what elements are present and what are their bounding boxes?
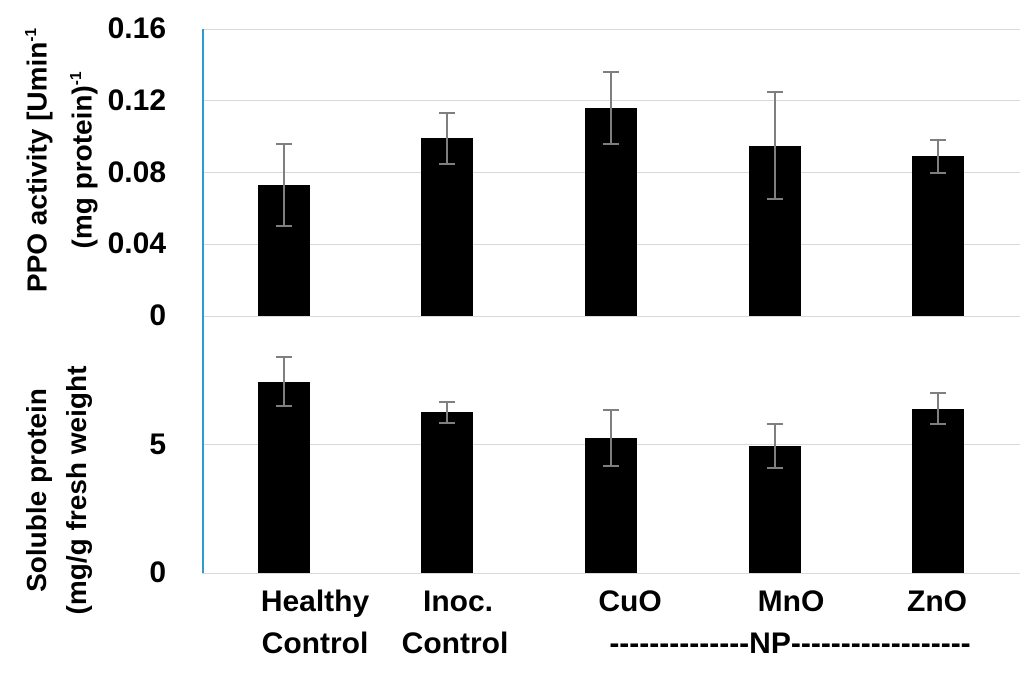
error-bar-cap (439, 162, 456, 165)
error-bar (610, 409, 612, 467)
np-group-label: --------------NP------------------ (609, 627, 971, 660)
error-bar (773, 91, 776, 200)
error-bar-cap (439, 421, 456, 424)
gridline (202, 28, 1020, 30)
x-label-healthy: Healthy (260, 585, 370, 618)
bar-healthy-control (257, 381, 310, 573)
error-bar-cap (603, 408, 619, 411)
y-tick-label: 5 (149, 427, 166, 461)
y-tick-label: 0.16 (107, 12, 166, 45)
error-bar-cap (766, 198, 783, 201)
soluble-protein-axis-title-line1: Soluble protein (21, 388, 52, 592)
error-bar-cap (930, 392, 947, 395)
x-label-inoc: Inoc. (422, 585, 494, 618)
y-tick-label: 0.08 (107, 155, 166, 189)
y-axis-line (202, 316, 204, 573)
error-bar-cap (275, 404, 292, 407)
bar-zno-np (912, 408, 965, 573)
bar-inoc-control (421, 412, 474, 573)
gridline (202, 572, 1020, 574)
error-bar (282, 357, 285, 406)
error-bar (937, 393, 940, 424)
error-bar (446, 402, 449, 423)
x-label-inoc-control: Control (401, 627, 509, 660)
error-bar-cap (275, 225, 292, 228)
error-bar-cap (275, 142, 292, 145)
error-bar (282, 143, 285, 227)
y-tick-label: 0 (149, 556, 166, 589)
error-bar-cap (439, 401, 456, 404)
y-tick-label: 0.12 (107, 83, 166, 117)
soluble-protein-axis-title: Soluble protein (mg/g fresh weight (17, 310, 97, 670)
error-bar-cap (930, 422, 947, 425)
error-bar (937, 140, 940, 173)
error-bar-cap (766, 422, 783, 425)
error-bar (446, 113, 449, 164)
error-bar-cap (930, 139, 947, 142)
ppo-activity-chart: 0 0.04 0.08 0.12 0.16 (108, 13, 1020, 332)
error-bar (773, 423, 776, 468)
bar-zno-np (912, 156, 965, 316)
gridline (202, 315, 1020, 317)
bar-inoc-control (421, 138, 474, 316)
soluble-protein-axis-title-line2: (mg/g fresh weight (61, 365, 92, 615)
error-bar-cap (275, 356, 292, 359)
error-bar-cap (439, 112, 456, 115)
x-label-cuo: CuO (598, 585, 662, 618)
x-label-healthy-control: Control (261, 627, 369, 660)
error-bar-cap (603, 465, 619, 468)
error-bar-cap (603, 71, 619, 74)
error-bar-cap (766, 90, 783, 93)
error-bar-cap (603, 142, 619, 145)
x-label-mno: MnO (757, 585, 825, 618)
x-label-zno: ZnO (907, 585, 967, 618)
error-bar-cap (766, 466, 783, 469)
error-bar (610, 72, 612, 144)
y-axis-line (202, 29, 204, 316)
y-tick-label: 0.04 (107, 227, 166, 261)
ppo-axis-title-line2-sup: -1 (68, 71, 85, 86)
y-tick-label: 0 (149, 299, 166, 332)
error-bar-cap (930, 171, 947, 174)
